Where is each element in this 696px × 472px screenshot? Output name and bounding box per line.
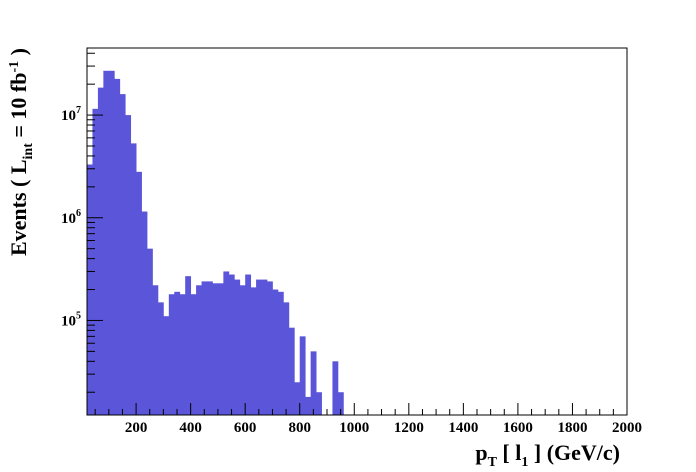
histogram-bar bbox=[185, 276, 192, 415]
plot-frame bbox=[86, 47, 628, 416]
histogram-bar bbox=[201, 281, 208, 415]
histogram-bar bbox=[228, 274, 235, 415]
histogram-bar bbox=[288, 327, 295, 415]
histogram-bar bbox=[157, 302, 164, 415]
y-tick-label: 105 bbox=[61, 310, 81, 329]
y-axis-title: Events ( Lint = 10 fb-1 ) bbox=[6, 48, 36, 256]
x-tick-label: 1000 bbox=[339, 420, 369, 436]
histogram-bar bbox=[97, 87, 104, 415]
y-tick-label: 107 bbox=[61, 105, 81, 124]
histogram-bar bbox=[179, 294, 186, 415]
histogram-bar bbox=[163, 316, 170, 415]
histogram-bar bbox=[196, 285, 202, 415]
histogram-bar bbox=[130, 143, 137, 415]
histogram-bar bbox=[261, 279, 268, 415]
histogram-bar bbox=[114, 78, 121, 415]
x-tick-label: 600 bbox=[234, 420, 257, 436]
histogram-bar bbox=[125, 115, 132, 415]
x-tick-label: 800 bbox=[288, 420, 311, 436]
histogram-bar bbox=[310, 351, 317, 415]
histogram-bar bbox=[92, 108, 99, 415]
histogram-bar bbox=[332, 361, 339, 415]
histogram-bar bbox=[212, 283, 219, 415]
x-tick-label: 1800 bbox=[557, 420, 587, 436]
x-tick-label: 400 bbox=[179, 420, 202, 436]
histogram-bar bbox=[272, 289, 279, 415]
histogram-bar bbox=[147, 248, 153, 415]
histogram-bar bbox=[294, 382, 301, 415]
x-tick-label: 200 bbox=[125, 420, 148, 436]
x-tick-label: 1200 bbox=[394, 420, 424, 436]
histogram-bar bbox=[337, 392, 344, 415]
histogram-bar bbox=[245, 274, 252, 415]
histogram-bar bbox=[277, 291, 284, 415]
histogram-bar bbox=[217, 283, 224, 415]
histogram-bar bbox=[136, 171, 142, 415]
histogram-bar bbox=[250, 287, 257, 415]
histogram-bar bbox=[223, 271, 230, 415]
histogram-bar bbox=[119, 94, 126, 416]
histogram-bar bbox=[234, 279, 241, 415]
histogram-bar bbox=[256, 279, 262, 415]
histogram-bar bbox=[174, 291, 181, 415]
x-tick-label: 1600 bbox=[503, 420, 533, 436]
histogram-bar bbox=[141, 211, 148, 415]
y-tick-label: 106 bbox=[61, 208, 81, 227]
histogram-bar bbox=[299, 336, 306, 415]
histogram-bar bbox=[190, 294, 197, 415]
y-axis-ticks: 105 106 107 bbox=[61, 52, 103, 393]
histogram-bars bbox=[87, 70, 344, 416]
histogram-bar bbox=[267, 281, 273, 415]
x-tick-label: 2000 bbox=[612, 420, 642, 436]
histogram-bar bbox=[152, 285, 159, 415]
x-axis-ticks: 200 400 600 800 1000 1200 1400 1600 1800 2000 bbox=[94, 403, 642, 436]
histogram-bar bbox=[316, 392, 322, 415]
histogram-bar bbox=[168, 294, 175, 415]
histogram-bar bbox=[103, 70, 110, 415]
histogram-bar bbox=[283, 302, 290, 415]
histogram-bar bbox=[207, 281, 213, 415]
x-axis-title: pT [ l1 ] (GeV/c) bbox=[475, 440, 620, 470]
histogram-bar bbox=[108, 70, 115, 415]
histogram-bar bbox=[305, 396, 312, 415]
x-tick-label: 1400 bbox=[448, 420, 478, 436]
histogram-bar bbox=[239, 285, 246, 415]
